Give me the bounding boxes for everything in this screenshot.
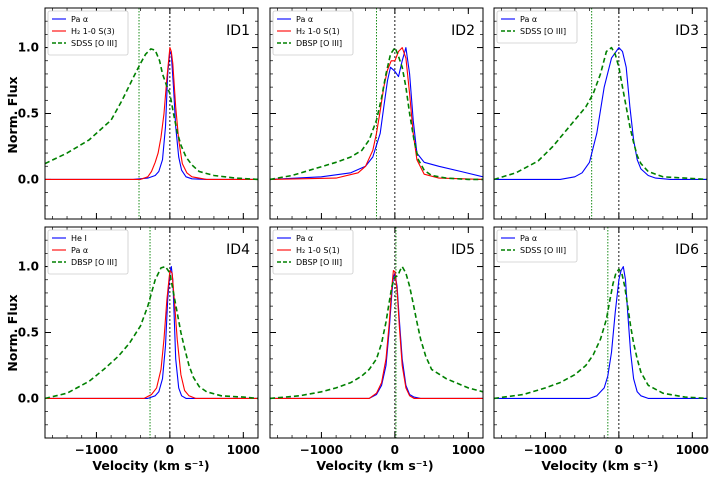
y-tick-label: 0.5 <box>18 107 39 121</box>
panel-id-label: ID6 <box>675 242 699 258</box>
panel-frame <box>269 226 484 439</box>
x-tick-label: 0 <box>391 443 399 457</box>
x-tick-label: 1000 <box>227 443 260 457</box>
legend-label: H₂ 1-0 S(3) <box>71 27 115 36</box>
series-line <box>270 265 483 400</box>
legend: Pa α H₂ 1-0 S(1) DBSP [O III] <box>272 10 354 56</box>
series-line <box>494 268 707 400</box>
series-line <box>494 46 707 181</box>
panel-id-label: ID2 <box>451 23 475 39</box>
panel-id-label: ID5 <box>451 242 475 258</box>
legend-label: H₂ 1-0 S(1) <box>296 246 340 255</box>
legend-label: Pa α <box>71 15 88 24</box>
legend-label: DBSP [O III] <box>296 39 342 48</box>
series-line <box>494 47 707 180</box>
y-tick-label: 1.0 <box>18 41 39 55</box>
x-tick-label: 0 <box>615 443 623 457</box>
panel-frame <box>493 226 708 439</box>
panel-id3: ID3 Pa α SDSS [O III] <box>493 7 708 220</box>
y-axis-title-bottom: Norm. Flux <box>5 294 20 371</box>
x-axis-title-2: Velocity (km s⁻¹) <box>316 458 433 473</box>
series-line <box>270 47 483 180</box>
series-line <box>45 48 258 181</box>
x-tick-label: −1000 <box>75 443 118 457</box>
series-line <box>270 46 483 181</box>
panel-id4: −1000 0 1000 0.0 0.5 1.0 ID4 He I Pa α DBSP [O II… <box>18 226 260 457</box>
legend-label: SDSS [O III] <box>520 246 566 255</box>
legend-label: SDSS [O III] <box>71 39 117 48</box>
x-axis-title-3: Velocity (km s⁻¹) <box>541 458 658 473</box>
y-axis-title-top: Norm. Flux <box>5 76 20 153</box>
x-tick-label: −1000 <box>300 443 343 457</box>
legend-label: DBSP [O III] <box>296 258 342 267</box>
panel-frame <box>44 226 259 439</box>
y-tick-label: 0.0 <box>18 391 39 405</box>
series-line <box>270 269 483 399</box>
legend-label: Pa α <box>520 15 537 24</box>
panel-id-label: ID4 <box>226 242 250 258</box>
y-tick-label: 0.0 <box>18 172 39 186</box>
series-group <box>45 47 258 181</box>
x-tick-label: −1000 <box>524 443 567 457</box>
panel-frame <box>493 7 708 220</box>
legend-label: Pa α <box>296 234 313 243</box>
x-tick-label: 0 <box>166 443 174 457</box>
panel-id1: 0.0 0.5 1.0 ID1 Pa α H₂ 1-0 S(3) SDSS [O III] <box>18 7 259 220</box>
legend-label: Pa α <box>296 15 313 24</box>
legend: Pa α SDSS [O III] <box>496 229 578 263</box>
series-line <box>45 47 258 180</box>
legend: Pa α H₂ 1-0 S(1) DBSP [O III] <box>272 229 354 275</box>
legend-label: Pa α <box>71 246 88 255</box>
panel-id6: −1000 0 1000 ID6 Pa α SDSS [O III] <box>493 226 709 457</box>
legend: Pa α SDSS [O III] <box>496 10 578 44</box>
y-tick-label: 1.0 <box>18 260 39 274</box>
legend-label: He I <box>71 234 87 243</box>
x-axis-title-1: Velocity (km s⁻¹) <box>92 458 209 473</box>
panel-frame <box>44 7 259 220</box>
series-line <box>45 50 258 180</box>
legend: He I Pa α DBSP [O III] <box>47 229 129 275</box>
y-tick-label: 0.5 <box>18 326 39 340</box>
series-line <box>494 266 707 399</box>
legend-label: SDSS [O III] <box>520 27 566 36</box>
legend-box <box>272 229 354 275</box>
panel-id2: ID2 Pa α H₂ 1-0 S(1) DBSP [O III] <box>269 7 484 220</box>
series-group <box>45 265 258 400</box>
panel-frame <box>269 7 484 220</box>
legend-box <box>496 229 578 263</box>
x-tick-label: 1000 <box>676 443 709 457</box>
series-group <box>270 265 483 400</box>
legend-box <box>496 10 578 44</box>
series-group <box>494 46 707 181</box>
legend-box <box>47 10 129 56</box>
series-line <box>45 266 258 399</box>
legend: Pa α H₂ 1-0 S(3) SDSS [O III] <box>47 10 129 56</box>
series-line <box>45 269 258 399</box>
panel-id5: −1000 0 1000 ID5 Pa α H₂ 1-0 S(1) DBSP [O III] <box>269 226 485 457</box>
legend-label: DBSP [O III] <box>71 258 117 267</box>
legend-label: Pa α <box>520 234 537 243</box>
legend-box <box>272 10 354 56</box>
series-group <box>270 46 483 181</box>
legend-label: H₂ 1-0 S(1) <box>296 27 340 36</box>
series-group <box>494 266 707 400</box>
panel-id-label: ID3 <box>675 23 699 39</box>
legend-box <box>47 229 129 275</box>
x-tick-label: 1000 <box>452 443 485 457</box>
panel-id-label: ID1 <box>226 23 250 39</box>
